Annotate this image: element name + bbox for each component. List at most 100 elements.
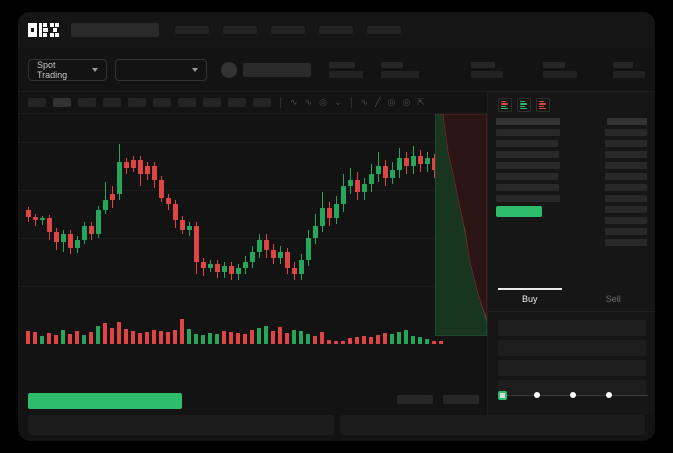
volume-bar bbox=[334, 341, 338, 344]
orderbook-row[interactable] bbox=[496, 151, 647, 158]
indicator-icon[interactable]: ∿ bbox=[290, 97, 298, 107]
okx-logo[interactable] bbox=[28, 23, 59, 37]
stat-value bbox=[329, 70, 364, 78]
candle-body bbox=[355, 180, 360, 192]
chart-action-button-2[interactable] bbox=[443, 395, 479, 404]
volume-bar bbox=[75, 331, 79, 344]
orderbook-row[interactable] bbox=[496, 239, 647, 246]
orderbook-mode-bids-icon[interactable] bbox=[517, 98, 531, 112]
candle-body bbox=[369, 174, 374, 184]
slider-step-75[interactable] bbox=[606, 392, 612, 398]
search-input[interactable] bbox=[71, 23, 159, 37]
nav-item-2[interactable] bbox=[223, 26, 257, 34]
volume-bar bbox=[362, 336, 366, 344]
order-side-tabs: Buy Sell bbox=[488, 288, 655, 312]
compare-icon[interactable]: ∿ bbox=[304, 97, 313, 107]
timeframe-button-2[interactable] bbox=[53, 98, 71, 107]
amount-percent-slider[interactable] bbox=[498, 390, 648, 402]
candle-body bbox=[376, 166, 381, 174]
fullscreen-icon[interactable]: ⇱ bbox=[417, 97, 425, 107]
volume-bar bbox=[432, 341, 436, 344]
nav-item-1[interactable] bbox=[175, 26, 209, 34]
orderbook-row[interactable] bbox=[496, 195, 647, 202]
orderbook-mode-asks-icon[interactable] bbox=[536, 98, 550, 112]
timeframe-button-6[interactable] bbox=[153, 98, 171, 107]
market-stat-5 bbox=[613, 61, 646, 78]
timeframe-button-9[interactable] bbox=[228, 98, 246, 107]
toolbar-divider bbox=[280, 97, 281, 108]
volume-bar bbox=[222, 331, 226, 344]
candle-body bbox=[75, 240, 80, 248]
bottom-panel-1[interactable] bbox=[28, 415, 334, 435]
orderbook-header-left bbox=[496, 118, 560, 125]
timeframe-button-3[interactable] bbox=[78, 98, 96, 107]
trading-pair-selector[interactable] bbox=[114, 58, 207, 81]
volume-bar bbox=[152, 330, 156, 344]
orderbook-row[interactable] bbox=[496, 217, 647, 224]
place-order-button[interactable] bbox=[28, 393, 182, 409]
candle-body bbox=[229, 266, 234, 274]
timeframe-button-5[interactable] bbox=[128, 98, 146, 107]
orderbook-row[interactable] bbox=[496, 162, 647, 169]
timeframe-button-8[interactable] bbox=[203, 98, 221, 107]
volume-bar bbox=[257, 328, 261, 344]
chart-action-button-1[interactable] bbox=[397, 395, 433, 404]
orderbook-cell-amount bbox=[605, 195, 647, 202]
orderbook-row[interactable] bbox=[496, 184, 647, 191]
orderbook-header-right bbox=[607, 118, 647, 125]
candle-body bbox=[124, 162, 129, 168]
candle-body bbox=[285, 252, 290, 268]
timeframe-button-1[interactable] bbox=[28, 98, 46, 107]
chevron-down-icon[interactable]: ⌄ bbox=[333, 97, 342, 107]
volume-bar bbox=[33, 332, 37, 344]
orderbook-row[interactable] bbox=[496, 228, 647, 235]
price-chart[interactable] bbox=[18, 114, 487, 386]
orderbook-row[interactable] bbox=[496, 140, 647, 147]
orderbook-row[interactable] bbox=[496, 173, 647, 180]
timeframe-button-7[interactable] bbox=[178, 98, 196, 107]
draw-icon[interactable]: ╱ bbox=[375, 97, 381, 107]
timeframe-button-10[interactable] bbox=[253, 98, 271, 107]
orderbook-spread-row bbox=[496, 206, 647, 217]
camera-icon[interactable]: ◎ bbox=[387, 97, 396, 107]
order-field-3[interactable] bbox=[498, 360, 646, 376]
orderbook-cell-price bbox=[496, 195, 560, 202]
slider-step-50[interactable] bbox=[570, 392, 576, 398]
orderbook-cell-amount bbox=[605, 162, 647, 169]
candle-body bbox=[103, 200, 108, 210]
slider-handle[interactable] bbox=[498, 391, 507, 400]
orderbook-row[interactable] bbox=[496, 129, 647, 136]
orderbook-mode-both-icon[interactable] bbox=[498, 98, 512, 112]
orderbook-header-row bbox=[496, 118, 647, 125]
top-navigation-bar bbox=[18, 12, 655, 48]
tab-buy[interactable]: Buy bbox=[488, 288, 572, 311]
trading-mode-selector[interactable]: Spot Trading bbox=[28, 58, 107, 81]
orderbook-cell-price bbox=[496, 162, 560, 169]
bottom-panel-2[interactable] bbox=[339, 415, 645, 435]
settings-icon[interactable]: ◎ bbox=[402, 97, 411, 107]
order-field-2[interactable] bbox=[498, 340, 646, 356]
alert-icon[interactable]: ◎ bbox=[319, 97, 327, 107]
nav-item-4[interactable] bbox=[319, 26, 353, 34]
tab-sell[interactable]: Sell bbox=[605, 294, 621, 304]
market-stat-4 bbox=[543, 61, 578, 78]
logo-letter-k bbox=[39, 23, 48, 37]
slider-step-25[interactable] bbox=[534, 392, 540, 398]
candle-body bbox=[341, 186, 346, 204]
nav-item-5[interactable] bbox=[367, 26, 401, 34]
candle-body bbox=[292, 268, 297, 274]
orderbook-rows[interactable] bbox=[488, 112, 655, 246]
candle-body bbox=[26, 210, 31, 217]
volume-bar bbox=[341, 341, 345, 344]
orderbook-cell-amount bbox=[605, 140, 647, 147]
bottom-strip bbox=[18, 415, 655, 441]
orderbook-cell-amount bbox=[605, 129, 647, 136]
volume-bar bbox=[299, 331, 303, 344]
candle-body bbox=[61, 234, 66, 242]
order-field-1[interactable] bbox=[498, 320, 646, 336]
volume-bar bbox=[131, 331, 135, 344]
timeframe-button-4[interactable] bbox=[103, 98, 121, 107]
line-chart-icon[interactable]: ∿ bbox=[360, 97, 369, 107]
volume-bar bbox=[180, 319, 184, 344]
nav-item-3[interactable] bbox=[271, 26, 305, 34]
